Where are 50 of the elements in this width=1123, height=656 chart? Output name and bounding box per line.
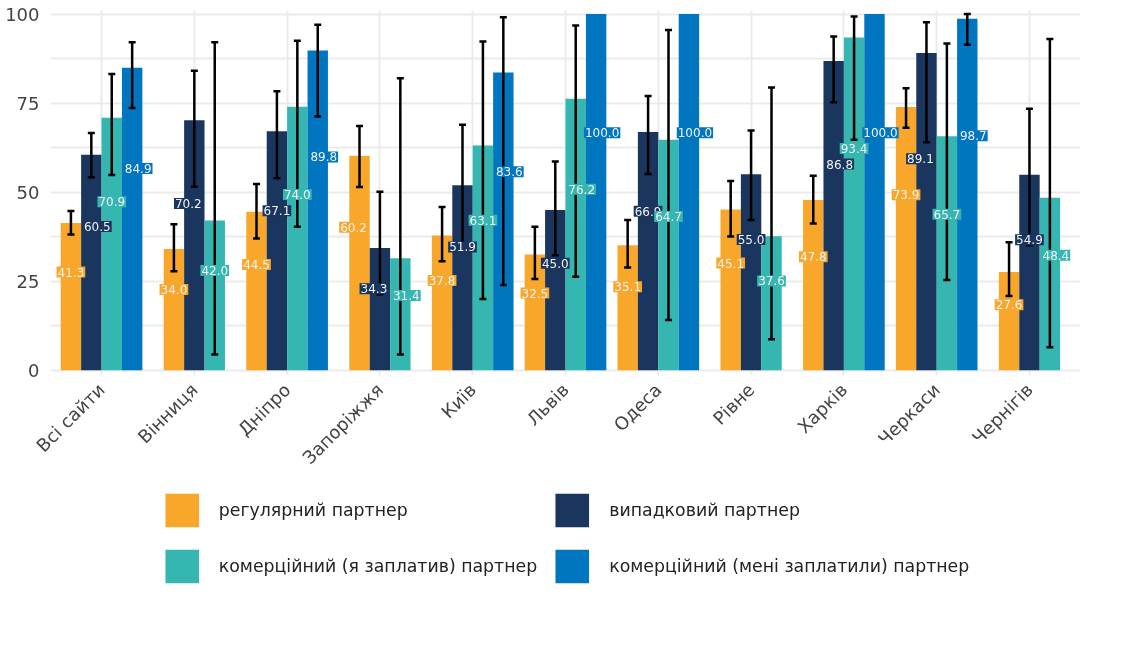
data-label: 60.5 <box>83 220 111 235</box>
data-label: 42.0 <box>201 263 229 278</box>
data-label: 65.7 <box>933 207 961 222</box>
data-label: 100.0 <box>677 126 713 141</box>
data-label: 51.9 <box>449 240 476 255</box>
data-label: 76.2 <box>568 182 596 197</box>
data-label: 27.6 <box>995 298 1023 313</box>
data-label: 83.6 <box>495 165 523 180</box>
y-tick-label: 50 <box>16 181 40 203</box>
data-label: 70.9 <box>98 195 126 210</box>
data-label: 41.3 <box>57 265 85 280</box>
legend-label: регулярний партнер <box>218 500 408 520</box>
data-label: 54.9 <box>1016 233 1043 248</box>
data-label: 44.5 <box>243 258 270 273</box>
y-tick-label: 75 <box>16 92 40 114</box>
bar <box>617 245 638 371</box>
data-label: 70.2 <box>174 197 202 211</box>
data-label: 45.1 <box>717 256 745 271</box>
data-label: 34.3 <box>360 282 388 297</box>
bar <box>936 136 958 371</box>
bar <box>60 223 82 371</box>
data-label: 89.1 <box>907 152 934 167</box>
data-label: 34.0 <box>160 282 188 297</box>
legend-label: комерційний (мені заплатили) партнер <box>609 556 970 576</box>
data-label: 37.8 <box>428 273 456 288</box>
data-label: 32.5 <box>521 286 549 301</box>
data-label: 74.0 <box>283 187 311 202</box>
legend-label: комерційний (я заплатив) партнер <box>218 556 538 576</box>
legend-label: випадковий партнер <box>609 500 800 520</box>
data-label: 63.1 <box>469 213 497 228</box>
data-label: 84.9 <box>124 162 152 177</box>
data-label: 55.0 <box>737 233 765 248</box>
y-tick-label: 0 <box>28 359 40 381</box>
data-label: 98.7 <box>959 129 987 144</box>
data-label: 48.4 <box>1042 248 1070 263</box>
data-label: 86.8 <box>826 157 854 172</box>
data-label: 73.9 <box>892 188 920 203</box>
data-label: 45.0 <box>541 256 569 271</box>
data-label: 89.8 <box>310 150 338 165</box>
data-label: 37.6 <box>758 274 785 289</box>
data-label: 93.4 <box>840 141 868 156</box>
y-tick-label: 100 <box>5 3 40 25</box>
data-label: 47.8 <box>799 250 827 265</box>
y-tick-label: 25 <box>16 270 40 292</box>
data-label: 67.1 <box>263 204 291 219</box>
data-label: 100.0 <box>584 126 620 141</box>
data-label: 100.0 <box>863 126 898 141</box>
data-label: 31.4 <box>392 289 420 304</box>
data-label: 60.2 <box>340 220 367 235</box>
data-label: 35.1 <box>614 280 642 295</box>
